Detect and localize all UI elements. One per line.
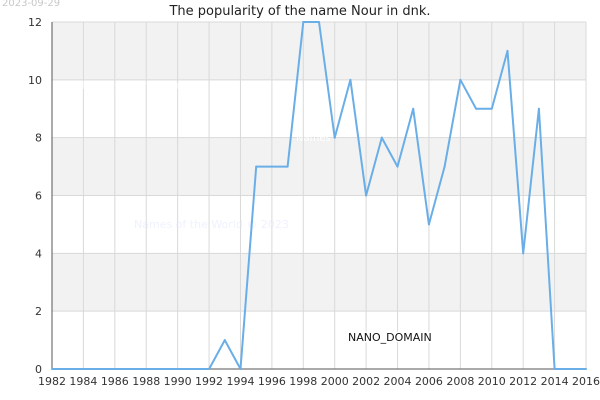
x-tick-label: 1992 [195,375,223,388]
data-point [113,368,116,370]
data-point [129,368,132,370]
data-point [192,368,195,370]
data-point [585,368,587,370]
x-tick-label: 2002 [352,375,380,388]
x-tick-label: 2014 [541,375,569,388]
data-point [412,107,415,110]
watermark-upper: Names of the World © 2023 [82,79,237,92]
data-point [208,368,211,370]
watermark-center: Names [296,133,331,144]
data-point [82,368,85,370]
x-tick-label: 1986 [101,375,129,388]
x-tick-label: 1998 [289,375,317,388]
grid-band [52,22,586,80]
x-tick-label: 1994 [226,375,254,388]
data-point [365,194,368,197]
x-tick-label: 1996 [258,375,286,388]
data-point [396,165,399,168]
x-tick-label: 2004 [384,375,412,388]
plot-bands [52,22,586,312]
data-point [51,368,53,370]
x-tick-label: 1988 [132,375,160,388]
data-point [160,368,163,370]
data-point [522,252,525,255]
grid-band [52,137,586,196]
x-tick-label: 2010 [478,375,506,388]
y-tick-label: 2 [35,305,42,318]
watermark-lower: Names of the World © 2023 [134,218,289,231]
data-point [145,368,148,370]
data-point [443,165,446,168]
x-tick-label: 2000 [321,375,349,388]
data-point [98,368,101,370]
data-point [427,223,430,226]
data-point [380,136,383,139]
x-tick-label: 2008 [446,375,474,388]
y-tick-label: 0 [35,363,42,376]
data-point [333,136,336,139]
date-stamp: 2023-09-29 [2,0,61,9]
x-tick-labels: 1982 1984 1986 1988 1990 1992 1994 1996 1998 2000… [38,375,600,388]
grid-band [52,253,586,312]
nano-domain-badge: NANO_DOMAIN [348,331,432,344]
x-tick-label: 1990 [164,375,192,388]
data-point [223,339,226,342]
data-point [569,368,572,370]
data-point [286,165,289,168]
x-tick-label: 1982 [38,375,66,388]
y-tick-labels: 0 2 4 6 8 10 12 [28,16,42,376]
data-point [318,21,320,23]
data-point [176,368,179,370]
data-point [506,49,509,52]
y-tick-label: 4 [35,247,42,260]
data-point [537,107,540,110]
data-point [66,368,69,370]
data-point [349,78,352,81]
x-tick-label: 2006 [415,375,443,388]
y-tick-label: 8 [35,132,42,145]
y-tick-label: 6 [35,190,42,203]
series-lines [51,21,587,370]
chart-title: The popularity of the name Nour in dnk. [168,4,430,19]
data-point [553,368,556,370]
x-tick-label: 2016 [572,375,600,388]
x-tick-label: 2012 [509,375,537,388]
x-tick-label: 1984 [69,375,97,388]
data-point [270,165,273,168]
data-point [302,21,305,23]
data-point [255,165,258,168]
y-tick-label: 12 [28,16,42,29]
y-tick-label: 10 [28,74,42,87]
data-point [459,78,462,81]
data-point [490,107,493,110]
data-point [475,107,478,110]
data-point [239,368,242,370]
